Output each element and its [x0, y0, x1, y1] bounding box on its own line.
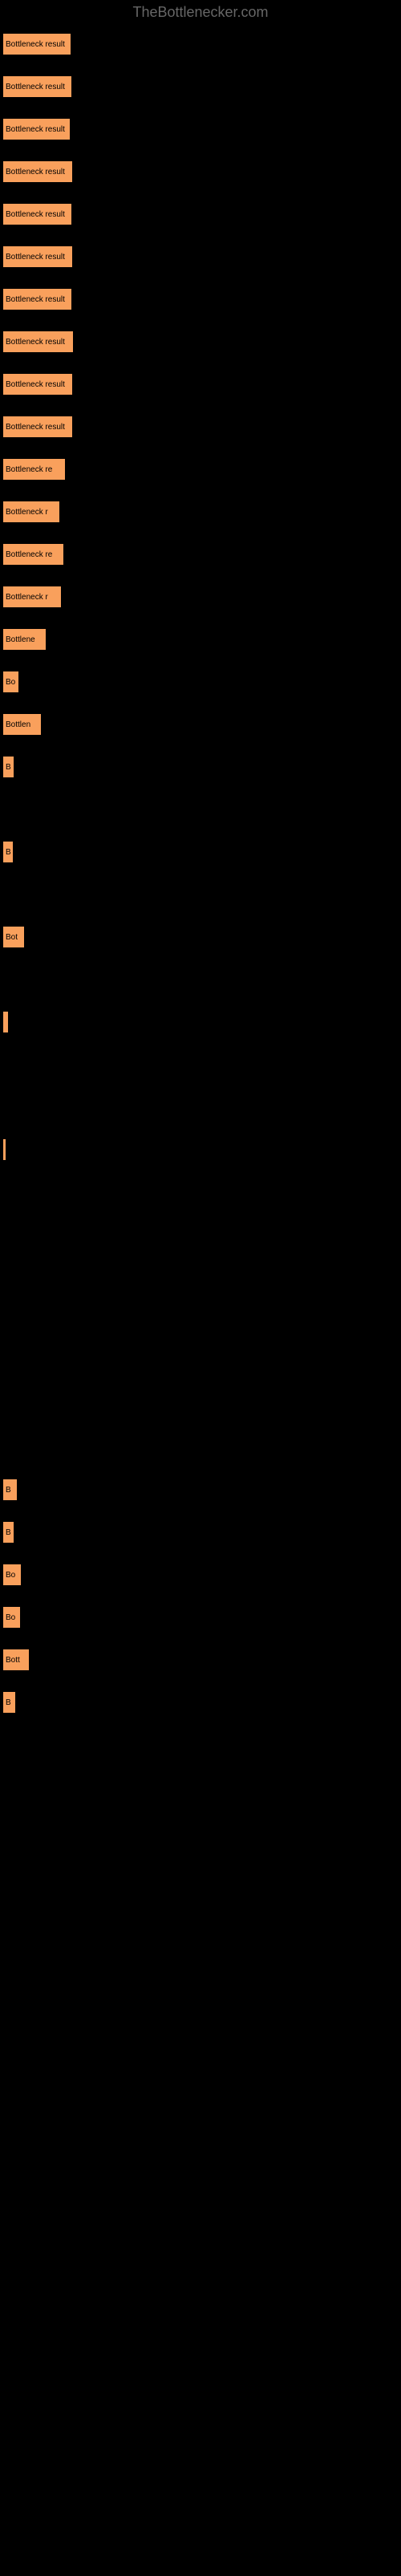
bar-label: Bottleneck result [6, 423, 65, 432]
bar-label: Bottleneck re [6, 550, 52, 559]
bar-item: Bottleneck result [2, 331, 74, 353]
bar-item: Bo [2, 1606, 21, 1629]
bar-item: Bottleneck r [2, 501, 60, 523]
bar-item: B [2, 841, 14, 863]
bar-item: Bottleneck result [2, 373, 73, 396]
bar-item: Bott [2, 1649, 30, 1671]
bar-label: Bo [6, 678, 15, 687]
bar-label: B [6, 1698, 11, 1707]
bar-item: B [2, 1691, 16, 1714]
bar-item: Bottleneck result [2, 203, 72, 225]
bar-item: . [2, 1138, 6, 1161]
bar-label: Bo [6, 1571, 15, 1580]
bar-item: Bottleneck re [2, 543, 64, 566]
bar-label: B [6, 1486, 11, 1495]
bar-item: B [2, 1479, 18, 1501]
bar-item: Bottleneck re [2, 458, 66, 481]
bar-label: Bottlene [6, 635, 35, 644]
bar-item: Bottlene [2, 628, 47, 651]
bar-item: B [2, 1521, 14, 1544]
bar-label: Bott [6, 1656, 20, 1665]
bar-item: Bottleneck r [2, 586, 62, 608]
bar-label: Bottleneck result [6, 83, 65, 91]
site-header: TheBottlenecker.com [0, 0, 401, 25]
bar-chart: Bottleneck result Bottleneck result Bottle… [0, 25, 401, 2576]
bar-label: Bo [6, 1613, 15, 1622]
bar-label: Bottleneck result [6, 40, 65, 49]
bar-item: Bottleneck result [2, 160, 73, 183]
bar-item: Bottlen [2, 713, 42, 736]
bar-item [2, 1011, 9, 1033]
bar-label: Bottleneck result [6, 125, 65, 134]
bar-item: Bottleneck result [2, 288, 72, 310]
bar-item: Bottleneck result [2, 416, 73, 438]
bar-label: Bottleneck result [6, 338, 65, 347]
bar-label: Bottleneck re [6, 465, 52, 474]
bar-label: Bottleneck result [6, 253, 65, 262]
site-title: TheBottlenecker.com [132, 4, 268, 20]
bar-label: Bottleneck result [6, 210, 65, 219]
bar-item: Bottleneck result [2, 245, 73, 268]
bar-label: Bottleneck r [6, 508, 48, 517]
bar-item: Bottleneck result [2, 75, 72, 98]
bar-item: B [2, 756, 14, 778]
bar-label: B [6, 763, 11, 772]
bar-item: Bottleneck result [2, 118, 71, 140]
bar-label: Bottleneck r [6, 593, 48, 602]
bar-item: Bo [2, 671, 19, 693]
bar-item: Bo [2, 1564, 22, 1586]
bar-label: Bottlen [6, 720, 30, 729]
bar-item: Bot [2, 926, 25, 948]
bar-label: Bot [6, 933, 18, 942]
bar-item: Bottleneck result [2, 33, 71, 55]
bar-label: B [6, 848, 11, 857]
bar-label: Bottleneck result [6, 380, 65, 389]
bar-label: Bottleneck result [6, 295, 65, 304]
bar-label: B [6, 1528, 11, 1537]
bar-label: Bottleneck result [6, 168, 65, 176]
